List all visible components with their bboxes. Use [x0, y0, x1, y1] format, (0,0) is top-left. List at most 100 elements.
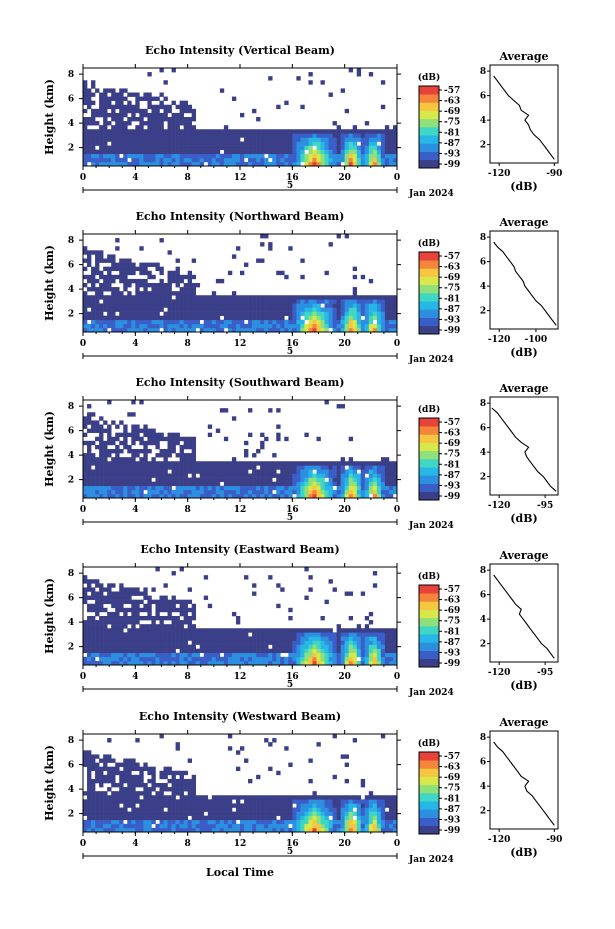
heatmap-cell — [115, 436, 120, 442]
heatmap-cell — [372, 161, 378, 167]
heatmap-cell — [131, 774, 136, 780]
heatmap-cell — [95, 636, 100, 641]
heatmap-cell — [240, 652, 245, 658]
heatmap-cell — [155, 799, 160, 804]
heatmap-cell — [272, 311, 277, 316]
heatmap-cell — [344, 145, 349, 150]
heatmap-cell — [316, 319, 321, 325]
heatmap-cell — [179, 815, 184, 821]
heatmap-cell — [123, 787, 128, 792]
panel-title: Echo Intensity (Northward Beam) — [136, 210, 345, 223]
heatmap-cell — [231, 652, 237, 658]
heatmap-cell — [272, 153, 277, 159]
heatmap-cell — [356, 149, 362, 155]
x-tick-label: 8 — [185, 505, 191, 515]
heatmap-cell — [368, 133, 374, 138]
heatmap-cell — [356, 307, 362, 312]
heatmap-cell — [103, 307, 108, 312]
heatmap-cell — [107, 153, 112, 159]
heatmap-cell — [300, 819, 305, 825]
heatmap-cell — [183, 493, 188, 499]
heatmap-cell — [304, 823, 309, 829]
heatmap-cell — [272, 811, 277, 816]
heatmap-cell — [179, 599, 184, 605]
heatmap-cell — [392, 481, 398, 487]
heatmap-cell — [99, 283, 104, 288]
heatmap-cell — [312, 791, 317, 796]
heatmap-cell — [199, 799, 205, 804]
heatmap-cell — [171, 477, 176, 482]
heatmap-cell — [344, 644, 349, 649]
heatmap-cell — [143, 137, 148, 142]
heatmap-cell — [139, 791, 144, 796]
heatmap-cell — [143, 481, 148, 487]
heatmap-cell — [143, 307, 148, 312]
heatmap-cell — [272, 738, 277, 743]
heatmap-cell — [159, 640, 164, 645]
heatmap-cell — [163, 632, 168, 637]
heatmap-cell — [171, 68, 176, 73]
heatmap-cell — [159, 477, 164, 482]
heatmap-cell — [171, 299, 176, 304]
heatmap-cell — [139, 599, 144, 605]
heatmap-cell — [131, 457, 136, 462]
heatmap-cell — [288, 473, 293, 478]
heatmap-cell — [320, 815, 325, 821]
heatmap-cell — [143, 628, 148, 633]
heatmap-cell — [123, 125, 128, 130]
heatmap-cell — [308, 815, 313, 821]
heatmap-cell — [256, 640, 261, 645]
heatmap-cell — [308, 660, 313, 666]
heatmap-cell — [123, 137, 128, 142]
heatmap-cell — [364, 311, 370, 316]
heatmap-cell — [103, 762, 108, 767]
heatmap-cell — [324, 141, 329, 146]
heatmap-cell — [127, 795, 132, 800]
heatmap-cell — [87, 583, 92, 588]
heatmap-cell — [280, 493, 285, 499]
heatmap-cell — [123, 278, 128, 284]
heatmap-cell — [344, 481, 349, 487]
heatmap-cell — [95, 303, 100, 308]
heatmap-cell — [260, 640, 265, 645]
heatmap-cell — [344, 640, 349, 645]
heatmap-cell — [179, 827, 184, 833]
heatmap-cell — [344, 628, 349, 633]
heatmap-cell — [264, 319, 269, 325]
heatmap-cell — [376, 299, 382, 304]
heatmap-cell — [87, 149, 92, 155]
heatmap-cell — [131, 644, 136, 649]
heatmap-cell — [199, 157, 205, 163]
heatmap-cell — [203, 632, 209, 637]
heatmap-cell — [91, 616, 96, 621]
heatmap-cell — [360, 141, 366, 146]
heatmap-cell — [203, 795, 209, 800]
heatmap-cell — [272, 807, 277, 812]
heatmap-cell — [384, 161, 390, 167]
heatmap-cell — [131, 827, 136, 833]
heatmap-cell — [288, 246, 293, 251]
heatmap-cell — [179, 121, 184, 126]
heatmap-cell — [300, 811, 305, 816]
heatmap-cell — [155, 803, 160, 808]
heatmap-cell — [384, 473, 390, 478]
heatmap-cell — [143, 632, 148, 637]
heatmap-cell — [127, 485, 132, 491]
heatmap-cell — [163, 283, 168, 288]
heatmap-cell — [95, 299, 100, 304]
heatmap-cell — [107, 493, 112, 499]
heatmap-cell — [87, 420, 92, 425]
heatmap-cell — [123, 121, 128, 126]
heatmap-cell — [179, 100, 184, 106]
heatmap-cell — [99, 453, 104, 458]
heatmap-cell — [107, 738, 112, 743]
heatmap-cell — [348, 660, 354, 666]
heatmap-cell — [219, 640, 225, 645]
heatmap-cell — [284, 799, 289, 804]
heatmap-cell — [95, 485, 100, 491]
heatmap-cell — [95, 640, 100, 645]
heatmap-cell — [231, 489, 237, 495]
heatmap-cell — [280, 137, 285, 142]
heatmap-cell — [312, 153, 317, 159]
heatmap-cell — [175, 149, 180, 155]
